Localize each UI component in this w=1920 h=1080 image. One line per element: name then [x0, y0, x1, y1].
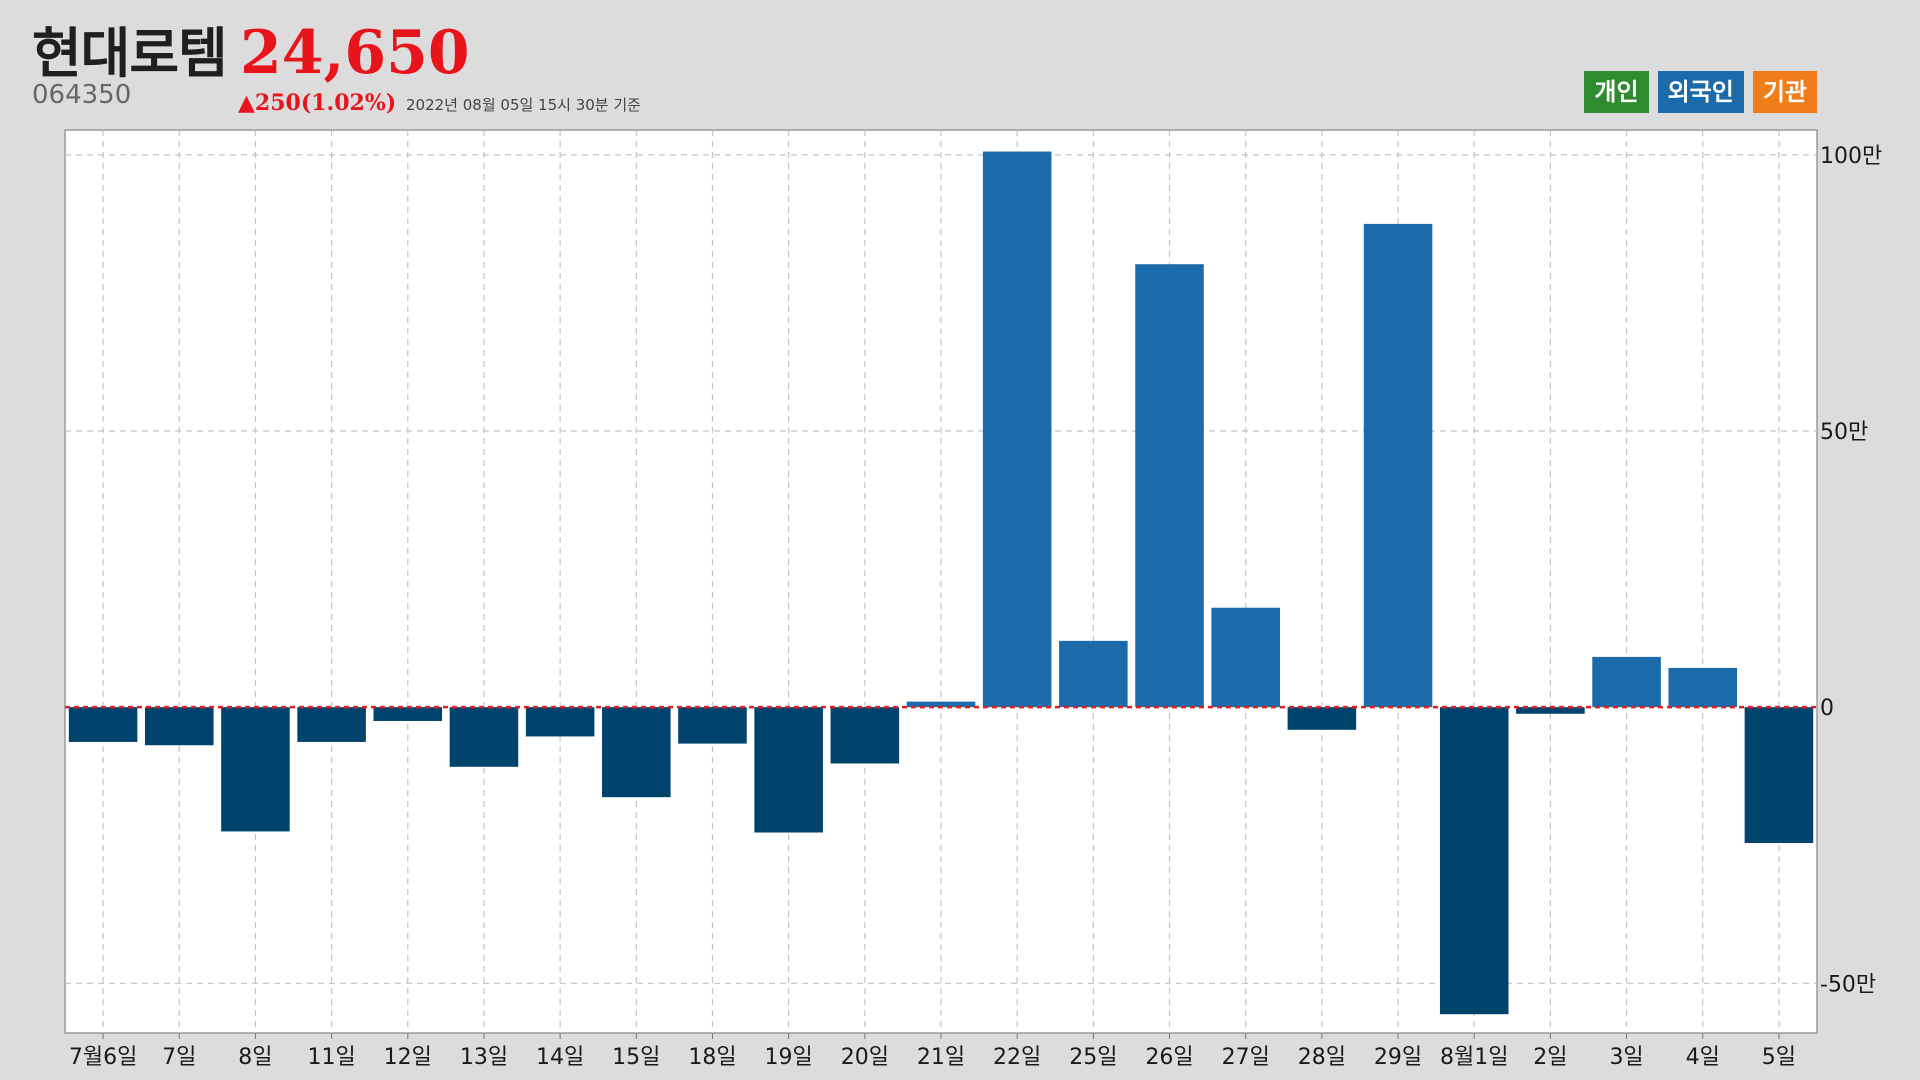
x-tick-label: 19일 [765, 1045, 813, 1070]
x-tick-label: 12일 [384, 1045, 432, 1070]
bar [1363, 223, 1433, 708]
x-tick-label: 13일 [460, 1045, 508, 1070]
bar [297, 707, 366, 742]
x-tick-label: 20일 [841, 1045, 889, 1070]
bar [1059, 640, 1128, 708]
x-tick-label: 18일 [688, 1045, 736, 1070]
x-tick-label: 26일 [1145, 1045, 1193, 1070]
x-tick-label: 21일 [917, 1045, 965, 1070]
y-tick-label: 50만 [1820, 420, 1868, 445]
bar [525, 707, 595, 737]
x-tick-label: 7월6일 [69, 1045, 137, 1070]
x-tick-label: 25일 [1069, 1045, 1117, 1070]
x-tick-label: 15일 [612, 1045, 660, 1070]
bar [1439, 707, 1509, 1015]
bar [144, 707, 214, 746]
stock-name: 현대로템 [32, 22, 228, 85]
bar [1668, 667, 1738, 708]
x-tick-label: 2일 [1533, 1045, 1567, 1070]
grid [65, 130, 1817, 1033]
bar [1211, 607, 1280, 708]
x-tick-label: 27일 [1222, 1045, 1270, 1070]
investor-legend: 개인 외국인 기관 [1584, 71, 1817, 113]
price-change: ▲250(1.02%) [238, 90, 397, 116]
bar [830, 707, 900, 764]
x-axis-labels: 7월6일 7일 8일 11일 12일 13일 14일 15일 18일 19일 20일 21일 22일 25… [69, 1033, 1796, 1070]
bar [1744, 707, 1814, 844]
stock-price: 24,650 [240, 18, 470, 88]
bars [68, 151, 1814, 1015]
x-tick-label: 22일 [993, 1045, 1041, 1070]
x-tick-label: 28일 [1298, 1045, 1346, 1070]
x-tick-label: 4일 [1686, 1045, 1720, 1070]
bar [1135, 264, 1204, 708]
x-tick-label: 3일 [1609, 1045, 1643, 1070]
bar [982, 151, 1052, 708]
bar [678, 707, 747, 744]
x-tick-label: 7일 [162, 1045, 196, 1070]
bar [373, 707, 443, 721]
x-tick-label: 11일 [307, 1045, 355, 1070]
y-axis-labels: -50만 0 50만 100만 [1820, 144, 1882, 997]
bar [449, 707, 519, 767]
legend-foreign[interactable]: 외국인 [1657, 71, 1744, 113]
bar [1287, 707, 1357, 730]
legend-individual[interactable]: 개인 [1584, 71, 1649, 113]
x-tick-label: 5일 [1762, 1045, 1796, 1070]
bar [68, 707, 138, 742]
stock-code: 064350 [32, 80, 132, 110]
x-tick-label: 14일 [536, 1045, 584, 1070]
y-tick-label: 0 [1820, 696, 1834, 721]
bar [1516, 707, 1585, 714]
bar [221, 707, 290, 832]
bar [754, 707, 823, 833]
bar [1592, 656, 1661, 708]
x-tick-label: 8월1일 [1440, 1045, 1508, 1070]
bar [602, 707, 671, 798]
y-tick-label: -50만 [1820, 972, 1876, 997]
y-tick-label: 100만 [1820, 144, 1882, 169]
bar [906, 701, 976, 708]
header: 현대로템 24,650 064350 ▲250(1.02%) 2022년 08월… [0, 0, 1920, 130]
x-tick-label: 8일 [238, 1045, 272, 1070]
timestamp: 2022년 08월 05일 15시 30분 기준 [406, 96, 641, 114]
legend-institution[interactable]: 기관 [1752, 71, 1817, 113]
x-tick-label: 29일 [1374, 1045, 1422, 1070]
